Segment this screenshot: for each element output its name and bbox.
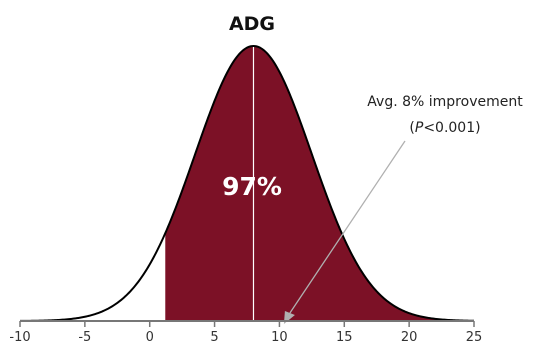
percent-label: 97%	[222, 172, 282, 201]
x-tick-label: 10	[271, 330, 288, 345]
annotation-line-1: Avg. 8% improvement	[367, 94, 523, 110]
x-tick-label: 0	[146, 330, 154, 345]
annotation-line-2: (P<0.001)	[409, 120, 480, 136]
x-tick-label: 25	[466, 330, 483, 345]
shaded-area	[165, 46, 474, 321]
x-tick-label: 5	[210, 330, 218, 345]
chart-title: ADG	[229, 13, 275, 35]
annotation-arrow	[289, 140, 406, 314]
x-tick-label: -5	[78, 330, 91, 345]
x-tick-label: -10	[9, 330, 30, 345]
x-tick-label: 20	[401, 330, 418, 345]
distribution-curve	[19, 44, 475, 322]
x-tick-label: 15	[336, 330, 353, 345]
x-axis: -10 -5 0 5 10 15 20 25	[9, 320, 483, 345]
